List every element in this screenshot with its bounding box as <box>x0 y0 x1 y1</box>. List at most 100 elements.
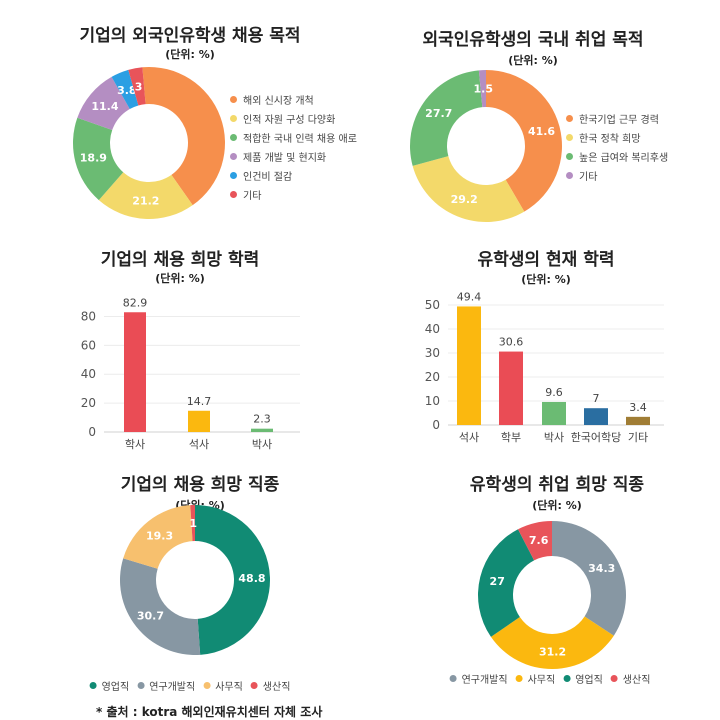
bar <box>124 312 146 432</box>
donut-slice <box>477 529 535 637</box>
legend-item: 한국 정착 희망 <box>566 128 668 147</box>
bar <box>626 416 650 425</box>
donut-slice <box>478 70 486 108</box>
legend-label: 인건비 절감 <box>243 172 293 183</box>
legend-item: 해외 신시장 개척 <box>230 90 357 109</box>
bar-value-label: 7 <box>593 392 600 405</box>
x-category-label: 한국어학당 <box>571 431 622 444</box>
y-tick-label: 40 <box>425 322 440 336</box>
legend-label: 사무직 <box>527 675 556 686</box>
legend-label: 인적 자원 구성 다양화 <box>243 115 336 126</box>
legend-swatch <box>566 172 573 179</box>
legend-item: 연구개발직 <box>449 671 508 686</box>
legend-swatch <box>89 682 97 689</box>
bar <box>542 401 566 425</box>
legend-swatch <box>230 191 237 198</box>
x-category-label: 석사 <box>189 438 209 451</box>
donut-slice <box>490 616 614 670</box>
donut-slice <box>111 69 139 110</box>
y-tick-label: 40 <box>81 367 96 381</box>
legend-swatch <box>203 682 211 689</box>
chart-legend: 영업직 연구개발직 사무직 생산직 <box>89 678 299 693</box>
bar-chart: 0 20 40 60 80 82.9 학사 14.7 석사 2.3 박사 <box>81 296 300 451</box>
legend-swatch <box>230 96 237 103</box>
bar-chart: 0 10 20 30 40 50 49.4 석사 30.6 학부 9.6 박사 7 한국어학당 3.4 기타 <box>425 290 664 444</box>
bar <box>188 410 210 432</box>
donut-slice <box>518 521 552 561</box>
donut-slice <box>486 70 562 212</box>
chart-title: 기업의 외국인유학생 채용 목적 <box>79 26 301 46</box>
legend-label: 한국 정착 희망 <box>579 134 641 145</box>
x-category-label: 학부 <box>501 431 521 444</box>
bar-value-label: 82.9 <box>123 296 148 309</box>
donut-chart: 48.8 30.7 19.3 1 <box>119 505 270 655</box>
y-tick-label: 0 <box>88 425 96 439</box>
donut-slice <box>412 156 525 222</box>
donut-slice <box>119 558 201 655</box>
chart-subtitle: (단위: %) <box>165 48 215 61</box>
bar-value-label: 3.4 <box>629 401 647 414</box>
slice-value-label: 34.3 <box>588 562 615 575</box>
x-category-label: 석사 <box>459 431 479 444</box>
donut-slice <box>190 505 195 542</box>
chart-legend: 해외 신시장 개척 인적 자원 구성 다양화 적합한 국내 인력 채용 애로 제품 개… <box>230 90 357 204</box>
slice-value-label: 41.6 <box>528 125 555 138</box>
slice-value-label: 29.2 <box>451 193 478 206</box>
slice-value-label: 27.7 <box>425 107 452 120</box>
chart-title: 외국인유학생의 국내 취업 목적 <box>422 30 644 50</box>
slice-value-label: 11.4 <box>91 100 118 113</box>
legend-label: 제품 개발 및 현지화 <box>243 153 327 164</box>
slice-value-label: 7.6 <box>529 534 549 547</box>
legend-item: 영업직 <box>89 678 130 693</box>
slice-value-label: 30.7 <box>137 610 164 623</box>
legend-swatch <box>566 134 573 141</box>
legend-item: 생산직 <box>250 678 290 693</box>
legend-item: 사무직 <box>515 671 556 686</box>
slice-value-label: 48.8 <box>238 572 265 585</box>
y-tick-label: 50 <box>425 298 440 312</box>
donut-chart: 21.2 18.9 11.4 3.83 <box>73 66 225 219</box>
slice-value-label: 27 <box>490 575 505 588</box>
slice-value-label: 31.2 <box>539 645 566 658</box>
legend-swatch <box>449 675 457 682</box>
chart-subtitle: (단위: %) <box>532 499 582 512</box>
bar-value-label: 49.4 <box>457 290 482 303</box>
legend-item: 사무직 <box>203 678 243 693</box>
legend-swatch <box>566 153 573 160</box>
legend-label: 영업직 <box>101 682 130 693</box>
legend-swatch <box>230 115 237 122</box>
legend-swatch <box>563 675 571 682</box>
legend-label: 연구개발직 <box>461 675 508 686</box>
y-tick-label: 0 <box>432 418 440 432</box>
legend-swatch <box>137 682 145 689</box>
legend-label: 연구개발직 <box>149 682 196 693</box>
bar <box>584 408 608 425</box>
legend-label: 기타 <box>579 172 598 183</box>
chart-title: 유학생의 취업 희망 직종 <box>469 475 645 495</box>
bar <box>499 351 523 425</box>
slice-value-label: 18.9 <box>80 152 107 165</box>
legend-label: 한국기업 근무 경력 <box>579 115 659 126</box>
slice-value-label: 19.3 <box>146 529 173 542</box>
legend-item: 영업직 <box>563 671 603 686</box>
chart-title: 유학생의 현재 학력 <box>477 250 615 270</box>
chart-subtitle: (단위: %) <box>155 272 205 285</box>
y-tick-label: 30 <box>425 346 440 360</box>
legend-swatch <box>230 172 237 179</box>
y-tick-label: 20 <box>425 370 440 384</box>
slice-value-label: 21.2 <box>132 194 159 207</box>
legend-swatch <box>566 115 573 122</box>
bar-value-label: 9.6 <box>545 386 563 399</box>
y-tick-label: 80 <box>81 309 96 323</box>
source-note: * 출처 : kotra 해외인재유치센터 자체 조사 <box>96 705 323 719</box>
legend-swatch <box>230 153 237 160</box>
legend-item: 연구개발직 <box>137 678 195 693</box>
chart-title: 기업의 채용 희망 학력 <box>100 250 260 270</box>
donut-slice <box>123 505 193 569</box>
legend-item: 인건비 절감 <box>230 166 357 185</box>
chart-legend: 연구개발직 사무직 영업직 생산직 <box>449 671 659 686</box>
legend-item: 인적 자원 구성 다양화 <box>230 109 357 128</box>
legend-swatch <box>610 675 618 682</box>
slice-value-label: 1.5 <box>474 83 494 96</box>
